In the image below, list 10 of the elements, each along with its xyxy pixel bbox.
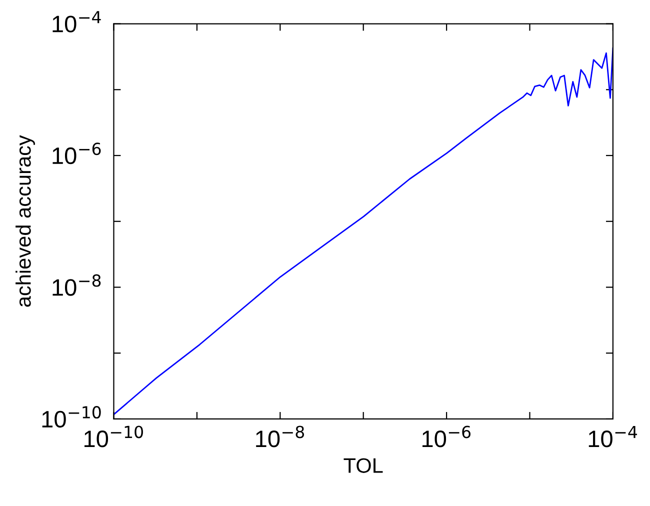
x-tick-label: 10$^{−10}$ [84, 426, 143, 448]
x-tick-label: 10$^{−4}$ [588, 426, 638, 448]
y-tick-label: 10$^{−6}$ [52, 142, 101, 164]
x-tick-label: 10$^{−8}$ [256, 426, 304, 448]
y-tick-label: 10$^{−10}$ [42, 406, 101, 428]
x-axis-title: TOL [344, 458, 383, 473]
y-axis-title: achieved accuracy [16, 135, 35, 307]
y-tick-label: 10$^{−4}$ [52, 11, 101, 32]
x-tick-label: 10$^{−6}$ [422, 426, 471, 448]
y-tick-label: 10$^{−8}$ [52, 274, 101, 296]
